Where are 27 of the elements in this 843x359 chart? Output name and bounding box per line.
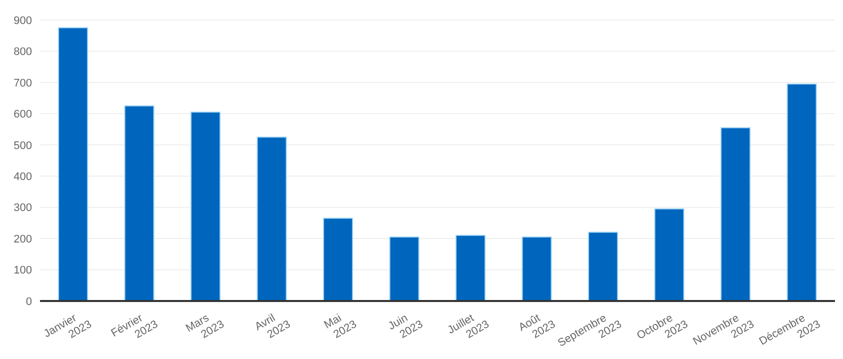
- x-tick-label: Août 2023: [516, 312, 558, 342]
- bar: [522, 236, 552, 301]
- y-tick-label: 800: [14, 46, 32, 58]
- bar: [58, 27, 88, 301]
- y-tick-label: 0: [26, 296, 32, 308]
- y-tick-label: 100: [14, 264, 32, 277]
- bar: [256, 136, 287, 301]
- y-tick-label: 700: [14, 77, 32, 90]
- y-tick-label: 400: [14, 171, 32, 184]
- bar: [124, 105, 154, 301]
- bar: [456, 234, 486, 301]
- x-tick-label: Mai 2023: [322, 312, 359, 342]
- x-tick-label: Juin 2023: [386, 312, 426, 342]
- y-tick-label: 300: [14, 202, 32, 214]
- y-tick-label: 600: [14, 108, 32, 121]
- bar: [190, 112, 221, 301]
- bar: [720, 127, 751, 301]
- y-tick-label: 200: [14, 233, 32, 246]
- bar: [786, 84, 817, 301]
- bar: [323, 218, 354, 301]
- x-tick-label: Avril 2023: [253, 312, 293, 342]
- bar: [654, 208, 684, 301]
- y-tick-label: 900: [14, 14, 32, 27]
- bar: [389, 236, 420, 301]
- bar: [588, 232, 618, 301]
- y-tick-label: 500: [14, 140, 32, 152]
- x-tick-label: Mars 2023: [184, 312, 226, 342]
